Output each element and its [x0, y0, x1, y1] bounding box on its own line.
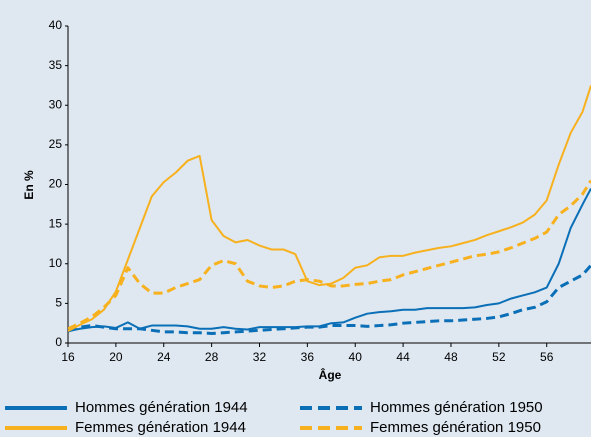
legend-label: Hommes génération 1950	[370, 399, 543, 416]
plot-area	[68, 85, 591, 335]
x-axis-label: Âge	[319, 367, 342, 382]
y-tick-label: 0	[55, 335, 62, 349]
y-tick-label: 15	[49, 216, 63, 230]
x-tick-label: 36	[301, 350, 315, 364]
y-tick-label: 30	[49, 97, 63, 111]
y-tick-label: 35	[49, 58, 63, 72]
x-tick-label: 16	[61, 350, 75, 364]
x-tick-label: 28	[205, 350, 219, 364]
x-tick-label: 24	[157, 350, 171, 364]
data-line	[68, 85, 591, 332]
y-axis-label: En %	[22, 170, 36, 200]
y-tick-label: 40	[49, 18, 63, 32]
legend-label: Femmes génération 1944	[75, 419, 246, 436]
data-line	[68, 187, 591, 333]
x-tick-label: 52	[492, 350, 506, 364]
x-tick-label: 48	[444, 350, 458, 364]
x-tick-label: 44	[396, 350, 410, 364]
legend-label: Femmes génération 1950	[370, 419, 541, 436]
x-tick-label: 32	[253, 350, 267, 364]
x-tick-label: 56	[540, 350, 554, 364]
x-tick-label: 20	[109, 350, 123, 364]
y-tick-label: 20	[49, 177, 63, 191]
y-tick-label: 5	[55, 296, 62, 310]
y-tick-label: 10	[49, 256, 63, 270]
data-line	[68, 264, 591, 335]
data-line	[68, 179, 591, 331]
x-tick-label: 40	[349, 350, 363, 364]
y-tick-label: 25	[49, 137, 63, 151]
legend-label: Hommes génération 1944	[75, 399, 248, 416]
